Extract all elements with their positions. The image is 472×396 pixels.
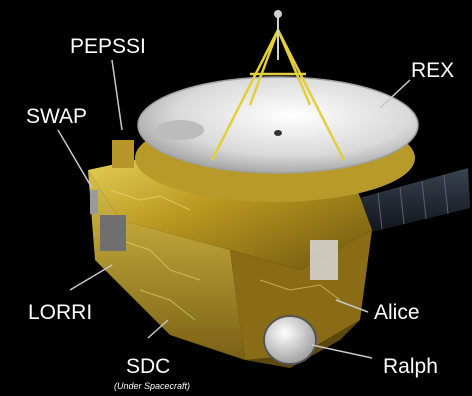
label-pepssi: PEPSSI (70, 35, 146, 58)
label-ralph: Ralph (383, 355, 438, 378)
label-lorri: LORRI (28, 301, 93, 324)
label-sdc: SDC (126, 355, 171, 378)
label-alice: Alice (374, 301, 420, 324)
leader-lines (57, 59, 411, 359)
high-gain-antenna (135, 10, 419, 202)
ralph-lens (263, 315, 317, 365)
label-swap: SWAP (26, 105, 88, 128)
label-sdc-note: (Under Spacecraft) (114, 381, 191, 391)
rtg-boom (352, 168, 470, 236)
label-rex: REX (411, 59, 455, 82)
